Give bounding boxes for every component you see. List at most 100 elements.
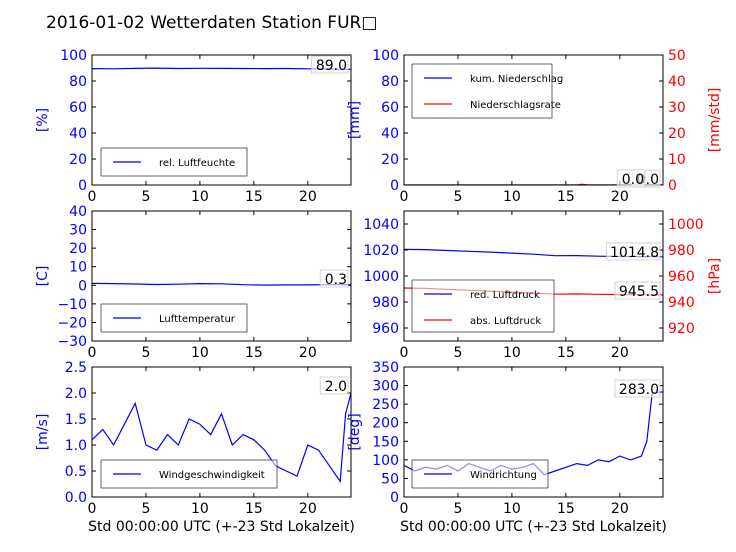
x-tick-label: 5 bbox=[453, 501, 462, 517]
series-line-1-1 bbox=[92, 67, 351, 70]
y-tick-label: 0.0 bbox=[65, 490, 87, 506]
y-tick-label: 980 bbox=[372, 295, 399, 311]
annotation-box bbox=[614, 281, 661, 300]
y-tick-label: 0 bbox=[390, 178, 399, 194]
x-tick-label: 10 bbox=[503, 189, 521, 205]
annotation-box bbox=[319, 269, 349, 288]
legend-frame bbox=[411, 279, 555, 333]
y-axis-label: [m/s] bbox=[35, 414, 51, 451]
legend-entry: Lufttemperatur bbox=[159, 314, 236, 325]
y-tick-label: 0.5 bbox=[65, 464, 87, 480]
y2-tick-label: 30 bbox=[668, 100, 686, 116]
x-tick-label: 10 bbox=[503, 345, 521, 361]
y-tick-label: 100 bbox=[372, 453, 399, 469]
x-axis-label: Std 00:00:00 UTC (+-23 Std Lokalzeit) bbox=[400, 519, 667, 535]
y-tick-label: 10 bbox=[69, 260, 87, 276]
y-axis-label: [mm] bbox=[347, 101, 363, 139]
legend: Lufttemperatur bbox=[100, 303, 248, 333]
chart-4: 0 5 10 15 20 960 980 1000 1020 1040 920 940 960 980 10… bbox=[363, 210, 723, 361]
annotation-box bbox=[319, 376, 349, 395]
value-annotation: 2.0 bbox=[325, 379, 347, 395]
y-tick-label: 1000 bbox=[363, 269, 399, 285]
series-line-5-1 bbox=[92, 392, 351, 484]
chart-2: 0 5 10 15 20 0 20 40 60 80 100 0 10 20 30 40 50 [mm] [mm/s… bbox=[347, 48, 723, 205]
legend-entry: Niederschlagsrate bbox=[470, 100, 561, 111]
x-tick-label: 5 bbox=[453, 189, 462, 205]
x-tick-label: 10 bbox=[191, 345, 209, 361]
y-axis-label: [C] bbox=[35, 266, 51, 287]
y-tick-label: 100 bbox=[60, 48, 87, 64]
legend: Windrichtung bbox=[411, 459, 549, 489]
y2-tick-label: 940 bbox=[668, 295, 695, 311]
y-tick-label: 2.0 bbox=[65, 386, 87, 402]
y2-axis-label: [mm/std] bbox=[707, 88, 723, 153]
value-annotation: 0.0 bbox=[622, 172, 644, 188]
legend-entry: abs. Luftdruck bbox=[470, 316, 541, 327]
y-tick-label: 200 bbox=[372, 416, 399, 432]
annotation-box bbox=[606, 242, 661, 261]
x-tick-label: 5 bbox=[453, 345, 462, 361]
y-tick-label: −30 bbox=[57, 334, 87, 350]
x-tick-label: 15 bbox=[557, 501, 575, 517]
annotation-box bbox=[311, 55, 349, 74]
y-tick-label: 150 bbox=[372, 434, 399, 450]
x-tick-label: 5 bbox=[141, 345, 150, 361]
value-annotation: 89.0 bbox=[316, 58, 347, 74]
y-tick-label: 0 bbox=[390, 490, 399, 506]
legend-entry: red. Luftdruck bbox=[470, 290, 540, 301]
y-tick-label: 30 bbox=[69, 223, 87, 239]
y2-tick-label: 20 bbox=[668, 126, 686, 142]
annotation-box bbox=[616, 169, 646, 188]
plot-frame bbox=[403, 366, 664, 498]
plot-frame bbox=[91, 210, 352, 342]
x-tick-label: 15 bbox=[245, 501, 263, 517]
x-tick-label: 5 bbox=[141, 189, 150, 205]
y-tick-label: 40 bbox=[69, 126, 87, 142]
value-annotation: 945.5 bbox=[619, 284, 659, 300]
x-tick-label: 15 bbox=[245, 189, 263, 205]
x-tick-label: 15 bbox=[557, 345, 575, 361]
y-tick-label: 960 bbox=[372, 321, 399, 337]
x-tick-label: 10 bbox=[191, 189, 209, 205]
x-tick-label: 20 bbox=[299, 189, 317, 205]
x-tick-label: 0 bbox=[88, 345, 97, 361]
x-tick-label: 0 bbox=[400, 345, 409, 361]
legend-frame bbox=[411, 63, 553, 119]
y-tick-label: 350 bbox=[372, 360, 399, 376]
y-tick-label: 1.5 bbox=[65, 412, 87, 428]
legend-entry: kum. Niederschlag bbox=[470, 74, 563, 85]
y2-tick-label: 980 bbox=[668, 243, 695, 259]
x-tick-label: 20 bbox=[611, 501, 629, 517]
x-tick-label: 20 bbox=[611, 189, 629, 205]
y2-tick-label: 920 bbox=[668, 321, 695, 337]
y-tick-label: 20 bbox=[69, 152, 87, 168]
figure-title: 2016-01-02 Wetterdaten Station FUR□ bbox=[46, 13, 377, 33]
x-tick-label: 0 bbox=[88, 189, 97, 205]
y-tick-label: 80 bbox=[69, 74, 87, 90]
legend: red. Luftdruck abs. Luftdruck bbox=[411, 279, 555, 333]
y-tick-label: −10 bbox=[57, 297, 87, 313]
value-annotation: 283.0 bbox=[619, 382, 659, 398]
x-tick-label: 15 bbox=[245, 345, 263, 361]
x-tick-label: 10 bbox=[191, 501, 209, 517]
series-line-3-1 bbox=[92, 282, 351, 286]
annotation-box bbox=[614, 379, 661, 398]
x-tick-label: 20 bbox=[611, 345, 629, 361]
y-tick-label: 100 bbox=[372, 48, 399, 64]
y-tick-label: 1.0 bbox=[65, 438, 87, 454]
y-tick-label: 60 bbox=[381, 100, 399, 116]
chart-1: 0 5 10 15 20 0 20 40 60 80 100 [%] rel. Luftfeuchte 8… bbox=[35, 48, 352, 205]
y-axis-label: [%] bbox=[35, 108, 51, 132]
legend-entry: rel. Luftfeuchte bbox=[159, 158, 235, 169]
y-axis-label: [deg] bbox=[347, 413, 363, 450]
x-tick-label: 20 bbox=[299, 501, 317, 517]
x-tick-label: 0 bbox=[400, 501, 409, 517]
x-tick-label: 10 bbox=[503, 501, 521, 517]
y-tick-label: 1020 bbox=[363, 243, 399, 259]
y-tick-label: 40 bbox=[69, 204, 87, 220]
y2-tick-label: 1000 bbox=[668, 217, 704, 233]
x-tick-label: 20 bbox=[299, 345, 317, 361]
y2-axis-label: [hPa] bbox=[707, 258, 723, 294]
